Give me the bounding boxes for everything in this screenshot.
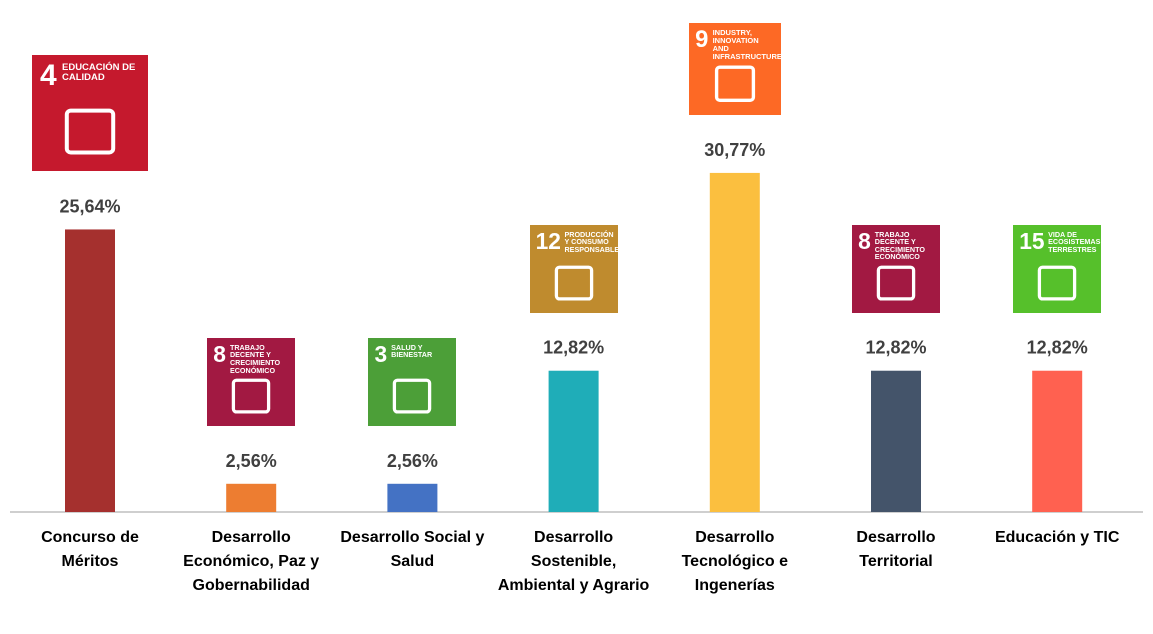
bar: [226, 483, 277, 512]
sdg-icon: 9 INDUSTRY, INNOVATION AND INFRASTRUCTURE: [688, 22, 782, 115]
sdg-number: 12: [535, 227, 561, 254]
sdg-label: TRABAJO DECENTE Y CRECIMIENTO ECONÓMICO: [229, 342, 281, 375]
sdg-number: 4: [40, 59, 57, 93]
sdg-label: PRODUCCIÓN Y CONSUMO RESPONSABLES: [564, 229, 624, 254]
sdg-glyph: [1037, 265, 1077, 301]
value-label: 12,82%: [1027, 338, 1088, 358]
sdg-label: EDUCACIÓN DE CALIDAD: [62, 62, 136, 84]
category-label: Desarrollo Territorial: [856, 529, 936, 570]
category-label: Concurso de Méritos: [41, 529, 139, 570]
bar: [709, 172, 760, 512]
sdg-number: 15: [1019, 227, 1045, 254]
glyph-shape: [64, 109, 116, 155]
category-label: Educación y TIC: [994, 529, 1120, 546]
category-label: Desarrollo Tecnológico e Ingenerías: [681, 529, 788, 594]
sdg-icon: 3 SALUD Y BIENESTAR: [368, 337, 457, 426]
sdg-number: 9: [695, 26, 709, 54]
bar: [871, 370, 921, 512]
bar: [1032, 370, 1083, 512]
sdg-glyph: [714, 65, 755, 102]
value-label: 30,77%: [704, 140, 765, 160]
sdg-label: TRABAJO DECENTE Y CRECIMIENTO ECONÓMICO: [874, 229, 925, 262]
category-label: Desarrollo Sostenible, Ambiental y Agrar…: [497, 529, 650, 594]
bar: [387, 483, 438, 512]
value-label: 2,56%: [226, 451, 277, 471]
sdg-glyph: [554, 265, 593, 301]
glyph-shape: [393, 378, 432, 414]
sdg-number: 8: [213, 340, 226, 367]
glyph-shape: [714, 65, 755, 102]
sdg-number: 3: [374, 340, 388, 367]
sdg-glyph: [64, 109, 116, 155]
sdg-label: INDUSTRY, INNOVATION AND INFRASTRUCTURE: [712, 28, 782, 61]
glyph-shape: [1037, 265, 1077, 301]
value-label: 25,64%: [59, 196, 120, 216]
sdg-label: SALUD Y BIENESTAR: [391, 342, 433, 360]
sdg-icon: 8 TRABAJO DECENTE Y CRECIMIENTO ECONÓMICO: [207, 337, 296, 426]
bar: [548, 370, 599, 512]
sdg-label: VIDA DE ECOSISTEMAS TERRESTRES: [1048, 229, 1101, 254]
sdg-glyph: [876, 265, 916, 301]
category-label: Desarrollo Económico, Paz y Gobernabilid…: [183, 529, 320, 594]
sdg-glyph: [393, 378, 432, 414]
sdg-number: 8: [858, 227, 871, 254]
sdg-icon: 12 PRODUCCIÓN Y CONSUMO RESPONSABLES: [529, 224, 624, 313]
sdg-icon: 4 EDUCACIÓN DE CALIDAD: [32, 55, 148, 172]
value-label: 12,82%: [865, 338, 926, 358]
glyph-shape: [876, 265, 916, 301]
value-label: 12,82%: [543, 338, 604, 358]
sdg-icon: 15 VIDA DE ECOSISTEMAS TERRESTRES: [1013, 224, 1102, 313]
sdg-icon: 8 TRABAJO DECENTE Y CRECIMIENTO ECONÓMICO: [852, 224, 940, 313]
sdg-glyph: [231, 378, 271, 414]
bar: [65, 229, 115, 512]
glyph-shape: [231, 378, 271, 414]
category-label: Desarrollo Social y Salud: [340, 529, 485, 570]
glyph-shape: [554, 265, 593, 301]
value-label: 2,56%: [387, 451, 438, 471]
